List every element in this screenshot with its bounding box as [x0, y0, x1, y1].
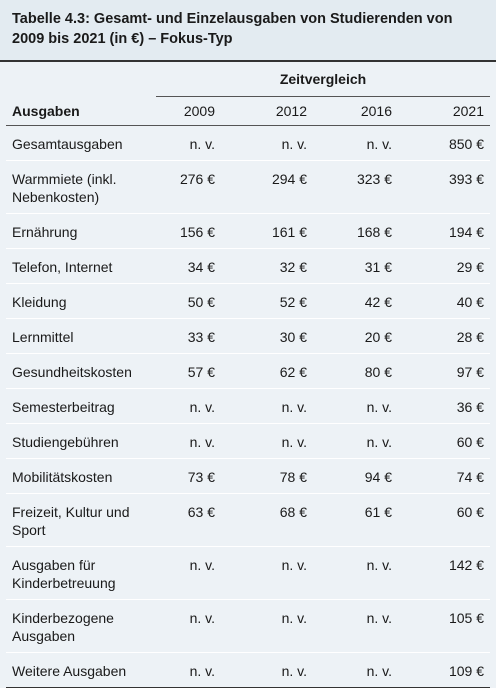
table: Zeitvergleich Ausgaben 2009 2012 2016 2021 G… — [6, 62, 490, 688]
cell: 61 € — [313, 493, 398, 547]
cell: n. v. — [221, 388, 313, 424]
cell: n. v. — [221, 125, 313, 161]
empty-cell — [6, 62, 156, 97]
row-label: Ausgaben für Kinderbetreuung — [6, 546, 156, 600]
table-row: Gesamtausgaben n. v. n. v. n. v. 850 € — [6, 125, 490, 161]
table-row: Ausgaben für Kinderbetreuung n. v. n. v. n.… — [6, 546, 490, 600]
cell: 63 € — [156, 493, 221, 547]
row-label: Semesterbeitrag — [6, 388, 156, 424]
cell: 52 € — [221, 283, 313, 319]
header-cell: 2016 — [313, 96, 398, 126]
row-label: Warmmiete (inkl. Nebenkosten) — [6, 160, 156, 214]
cell: 168 € — [313, 213, 398, 249]
row-label: Weitere Ausgaben — [6, 652, 156, 688]
table-row: Weitere Ausgaben n. v. n. v. n. v. 109 € — [6, 652, 490, 688]
group-header-row: Zeitvergleich — [6, 62, 490, 97]
cell: n. v. — [156, 423, 221, 459]
cell: n. v. — [156, 546, 221, 600]
row-label: Gesundheitskosten — [6, 353, 156, 389]
row-label: Lernmittel — [6, 318, 156, 354]
row-label: Telefon, Internet — [6, 248, 156, 284]
row-label: Mobilitätskosten — [6, 458, 156, 494]
cell: n. v. — [156, 388, 221, 424]
cell: 80 € — [313, 353, 398, 389]
header-cell: 2012 — [221, 96, 313, 126]
cell: n. v. — [313, 388, 398, 424]
cell: 74 € — [398, 458, 490, 494]
cell: 33 € — [156, 318, 221, 354]
cell: 393 € — [398, 160, 490, 214]
cell: 156 € — [156, 213, 221, 249]
cell: 40 € — [398, 283, 490, 319]
table-row: Lernmittel 33 €30 €20 €28 € — [6, 318, 490, 354]
cell: 62 € — [221, 353, 313, 389]
cell: n. v. — [156, 599, 221, 653]
cell: n. v. — [221, 546, 313, 600]
cell: 323 € — [313, 160, 398, 214]
cell: 57 € — [156, 353, 221, 389]
header-cell: 2009 — [156, 96, 221, 126]
cell: 42 € — [313, 283, 398, 319]
cell: n. v. — [313, 125, 398, 161]
table-row: Studiengebühren n. v. n. v. n. v. 60 € — [6, 423, 490, 459]
cell: n. v. — [221, 423, 313, 459]
group-header: Zeitvergleich — [156, 62, 490, 97]
cell: 30 € — [221, 318, 313, 354]
cell: 294 € — [221, 160, 313, 214]
cell: 31 € — [313, 248, 398, 284]
cell: n. v. — [313, 599, 398, 653]
cell: 20 € — [313, 318, 398, 354]
table-row: Kleidung 50 €52 €42 €40 € — [6, 283, 490, 319]
cell: 194 € — [398, 213, 490, 249]
cell: n. v. — [313, 652, 398, 688]
cell: 850 € — [398, 125, 490, 161]
cell: 276 € — [156, 160, 221, 214]
cell: 34 € — [156, 248, 221, 284]
table-row: Telefon, Internet 34 €32 €31 €29 € — [6, 248, 490, 284]
cell: n. v. — [156, 652, 221, 688]
cell: 161 € — [221, 213, 313, 249]
row-label: Gesamtausgaben — [6, 125, 156, 161]
table-row: Warmmiete (inkl. Nebenkosten) 276 €294 €3… — [6, 160, 490, 214]
cell: 105 € — [398, 599, 490, 653]
cell: 60 € — [398, 493, 490, 547]
cell: n. v. — [221, 652, 313, 688]
cell: 28 € — [398, 318, 490, 354]
header-cell: Ausgaben — [6, 96, 156, 126]
cell: n. v. — [313, 546, 398, 600]
cell: 60 € — [398, 423, 490, 459]
row-label: Kinderbezogene Ausgaben — [6, 599, 156, 653]
cell: n. v. — [221, 599, 313, 653]
cell: 97 € — [398, 353, 490, 389]
table-title: Tabelle 4.3: Gesamt- und Einzelausgaben … — [0, 0, 496, 62]
cell: 50 € — [156, 283, 221, 319]
table-row: Gesundheitskosten 57 €62 €80 €97 € — [6, 353, 490, 389]
cell: n. v. — [156, 125, 221, 161]
cell: 73 € — [156, 458, 221, 494]
cell: 109 € — [398, 652, 490, 688]
cell: 142 € — [398, 546, 490, 600]
cell: n. v. — [313, 423, 398, 459]
cell: 29 € — [398, 248, 490, 284]
table-row: Kinderbezogene Ausgaben n. v. n. v. n. v. 10… — [6, 599, 490, 653]
cell: 36 € — [398, 388, 490, 424]
row-label: Kleidung — [6, 283, 156, 319]
table-row: Mobilitätskosten 73 €78 €94 €74 € — [6, 458, 490, 494]
row-label: Freizeit, Kultur und Sport — [6, 493, 156, 547]
table-row: Freizeit, Kultur und Sport 63 €68 €61 €60… — [6, 493, 490, 547]
header-row: Ausgaben 2009 2012 2016 2021 — [6, 96, 490, 126]
table-row: Ernährung 156 €161 €168 €194 € — [6, 213, 490, 249]
header-cell: 2021 — [398, 96, 490, 126]
cell: 68 € — [221, 493, 313, 547]
row-label: Ernährung — [6, 213, 156, 249]
cell: 94 € — [313, 458, 398, 494]
table-body: Gesamtausgaben n. v. n. v. n. v. 850 € Warmmi… — [6, 125, 490, 688]
cell: 78 € — [221, 458, 313, 494]
row-label: Studiengebühren — [6, 423, 156, 459]
table-row: Semesterbeitrag n. v. n. v. n. v. 36 € — [6, 388, 490, 424]
cell: 32 € — [221, 248, 313, 284]
